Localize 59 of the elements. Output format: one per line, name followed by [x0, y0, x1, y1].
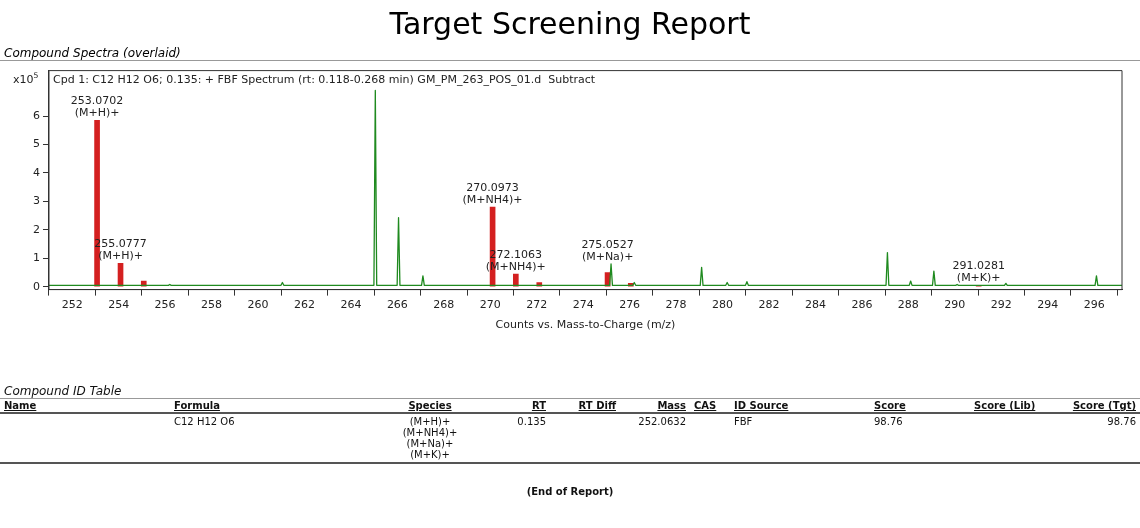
bar	[512, 273, 519, 287]
x-tick-label: 262	[293, 298, 315, 312]
text: 252.0632	[638, 416, 686, 427]
annotation: 253.0702 (M+H)+	[70, 94, 124, 120]
x-tick-label: 278	[665, 298, 687, 312]
annotation: 275.0527 (M+Na)+	[581, 238, 634, 263]
chart-subtitle: Compound Spectra (overlaid)	[0, 46, 1140, 61]
text: Compound ID Table	[0, 384, 1140, 399]
x-tick-label: 280	[712, 298, 734, 312]
x-tick-label: 292	[990, 298, 1012, 312]
y-tick-label: 3	[33, 194, 40, 208]
x-tick-label: 276	[619, 298, 641, 312]
x-tick-label: 272	[526, 298, 548, 312]
y-tick-label: 1	[33, 251, 40, 265]
text: (M+H)+ (M+NH4)+ (M+Na)+ (M+K)+	[402, 416, 458, 460]
category-label: Score	[870, 399, 970, 413]
y-tick-label: 5	[33, 137, 40, 151]
category-label: Formula	[170, 399, 370, 413]
x-tick-label: 282	[758, 298, 780, 312]
x-tick-label: 290	[944, 298, 966, 312]
category-label: ID Source	[730, 399, 870, 413]
y-tick-label: 6	[33, 108, 40, 122]
text: 98.76	[874, 416, 903, 427]
x-tick-label: 296	[1083, 298, 1105, 312]
category-label: Score (Lib)	[970, 399, 1050, 413]
x-tick-label: 258	[201, 298, 223, 312]
text: C12 H12 O6	[174, 416, 235, 427]
annotation: 291.0281 (M+K)+	[952, 259, 1005, 285]
x-tick-label: 294	[1037, 298, 1059, 312]
category-label: Species	[370, 399, 490, 413]
chart-title: Target Screening Report	[388, 5, 752, 43]
x-tick-label: 274	[572, 298, 594, 312]
x-tick-label: 286	[851, 298, 873, 312]
text: 98.76	[1107, 416, 1136, 427]
y-tick-label: 2	[33, 222, 40, 236]
category-label: Name	[0, 399, 170, 413]
x-tick-label: 260	[247, 298, 269, 312]
x-tick-label: 256	[154, 298, 176, 312]
category-label: RT Diff	[550, 399, 620, 413]
category-label: Mass	[620, 399, 690, 413]
x-tick-label: 270	[479, 298, 501, 312]
category-label: CAS	[690, 399, 730, 413]
x-tick-label: 264	[340, 298, 362, 312]
x-tick-label: 288	[897, 298, 919, 312]
x-tick-label: 268	[433, 298, 455, 312]
y-tick-label: 0	[33, 279, 40, 293]
x-tick-label: 266	[386, 298, 408, 312]
category-label: RT	[490, 399, 550, 413]
category-label: Score (Tgt)	[1050, 399, 1140, 413]
y-tick-label: 4	[33, 165, 40, 179]
x-tick-label: 254	[108, 298, 130, 312]
x-tick-label: 252	[61, 298, 83, 312]
text: (End of Report)	[525, 486, 615, 497]
annotation: Cpd 1: C12 H12 O6; 0.135: + FBF Spectrum (rt: 0.118-0.268 min) GM_PM_263_POS_01.d Subtract	[53, 72, 596, 86]
text: 0.135	[517, 416, 546, 427]
x-axis-title: Counts vs. Mass-to-Charge (m/z)	[495, 318, 676, 332]
annotation: 270.0973 (M+NH4)+	[462, 181, 523, 207]
text: FBF	[734, 416, 753, 427]
x-tick-label: 284	[804, 298, 826, 312]
